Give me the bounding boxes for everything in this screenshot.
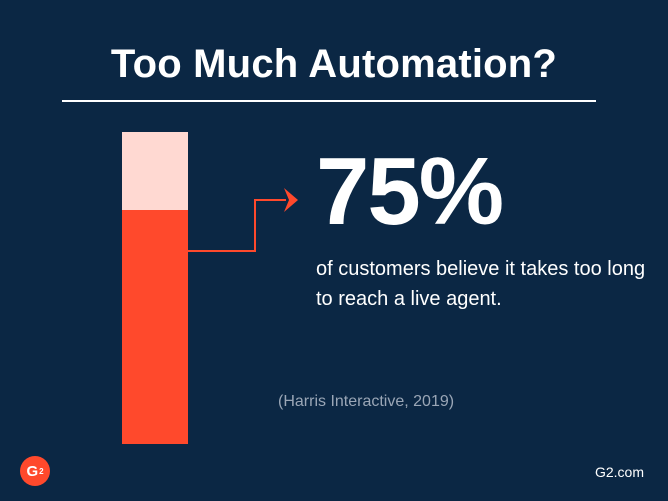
bar-remainder [122,132,188,210]
stat-description: of customers believe it takes too long t… [316,258,646,310]
page-title: Too Much Automation? [110,42,558,86]
arrow-head-icon [284,188,298,212]
connector-line [188,199,286,252]
source-citation: (Harris Interactive, 2019) [278,393,455,410]
site-url: G2.com [594,464,644,480]
stat-value: 75% [316,138,504,245]
title-divider [62,100,596,102]
bar-filled [122,210,188,444]
